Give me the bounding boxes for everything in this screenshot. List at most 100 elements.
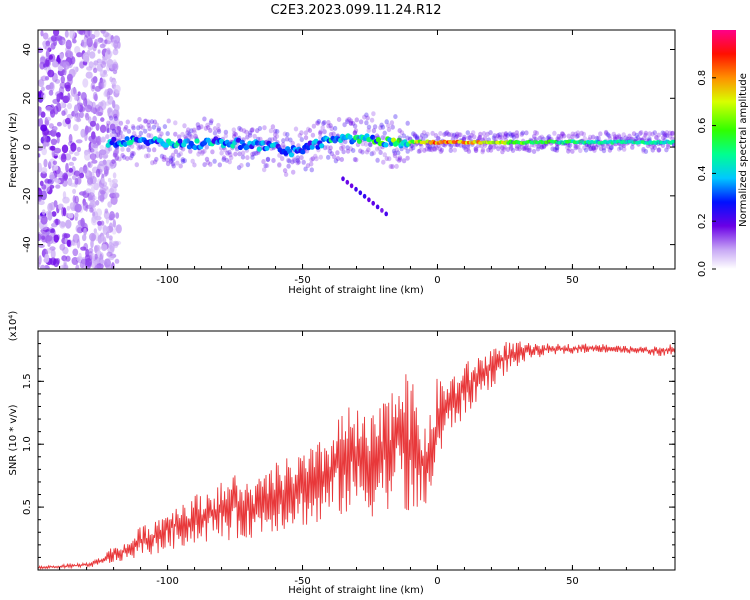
noise-speckle: [83, 228, 87, 236]
ridge-halo: [317, 119, 321, 124]
ridge-halo: [250, 127, 254, 132]
figure: C2E3.2023.099.11.24.R12 -100 -50 0 50-40-20…: [0, 0, 750, 600]
noise-speckle: [41, 226, 47, 231]
ridge-halo: [399, 146, 403, 151]
noise-speckle: [93, 144, 99, 149]
ridge-halo: [396, 150, 400, 155]
ridge-halo: [657, 133, 661, 138]
ridge-halo: [192, 130, 196, 135]
noise-speckle: [91, 160, 97, 164]
ridge-halo: [387, 127, 391, 132]
ridge-halo: [209, 120, 213, 125]
ridge-halo: [598, 131, 602, 136]
ridge-halo: [381, 160, 385, 165]
ridge-halo: [328, 145, 332, 150]
ridge-halo: [524, 130, 528, 135]
ridge-halo: [227, 150, 231, 155]
noise-speckle: [67, 206, 71, 211]
ridge-halo: [154, 157, 158, 162]
spectrogram-ylabel: Frequency (Hz): [8, 112, 19, 188]
snr-xlabel: Height of straight line (km): [288, 585, 424, 596]
colorbar-tick-label: 0.4: [697, 165, 708, 181]
noise-speckle: [96, 169, 101, 178]
ridge-halo: [234, 132, 238, 137]
noise-speckle: [59, 53, 63, 59]
ridge-halo: [152, 147, 156, 152]
noise-speckle: [39, 255, 42, 265]
ridge-halo: [113, 153, 117, 158]
noise-speckle: [96, 38, 101, 44]
noise-speckle: [72, 189, 76, 194]
ridge-halo: [163, 124, 167, 129]
ridge-halo: [172, 164, 176, 169]
noise-speckle: [98, 102, 103, 107]
colorbar-tick-label: 0.6: [697, 118, 708, 134]
noise-speckle: [96, 112, 103, 116]
noise-speckle: [109, 242, 113, 249]
ridge-halo: [481, 148, 485, 153]
ridge-halo: [167, 119, 171, 124]
noise-speckle: [114, 85, 121, 94]
noise-speckle: [109, 77, 112, 83]
noise-speckle: [40, 124, 47, 131]
noise-speckle: [80, 92, 86, 100]
ridge-halo: [341, 145, 345, 150]
ridge-halo: [246, 162, 250, 167]
ridge-halo: [281, 138, 285, 143]
ridge-halo: [366, 147, 370, 152]
noise-speckle: [54, 165, 59, 170]
ridge-halo: [360, 150, 364, 155]
noise-speckle: [102, 185, 108, 191]
ridge-halo: [111, 159, 115, 164]
noise-speckle: [67, 74, 73, 82]
noise-speckle: [49, 174, 55, 179]
noise-speckle: [91, 131, 96, 139]
ridge-halo: [135, 162, 139, 167]
noise-speckle: [41, 76, 47, 82]
noise-speckle: [61, 207, 64, 217]
noise-speckle: [96, 208, 102, 216]
noise-speckle: [47, 203, 53, 212]
ridge-halo: [199, 124, 203, 129]
noise-speckle: [38, 200, 45, 205]
ridge-halo: [208, 128, 212, 133]
streak-point: [371, 201, 375, 206]
noise-speckle: [85, 258, 92, 267]
chart-title: C2E3.2023.099.11.24.R12: [270, 3, 441, 18]
noise-speckle: [64, 257, 67, 266]
ridge-halo: [389, 164, 393, 169]
ridge-halo: [337, 117, 341, 122]
noise-speckle: [70, 202, 75, 209]
x-tick-label: 50: [566, 275, 579, 286]
y-tick-label: -20: [22, 188, 33, 204]
noise-speckle: [68, 178, 73, 186]
colorbar: 0.00.20.40.60.8 Normalized spectral ampl…: [697, 30, 749, 277]
noise-speckle: [75, 204, 82, 213]
noise-speckle: [100, 44, 106, 49]
noise-speckle: [105, 40, 111, 44]
noise-speckle: [115, 259, 120, 264]
ridge-halo: [109, 116, 113, 121]
noise-speckle: [80, 218, 85, 227]
ridge-halo: [515, 133, 519, 138]
ridge-halo: [121, 134, 125, 139]
noise-speckle: [78, 253, 82, 261]
ridge-halo: [114, 116, 118, 121]
ridge-halo: [241, 151, 245, 156]
noise-speckle: [44, 254, 49, 263]
noise-speckle: [112, 241, 119, 247]
ridge-halo: [212, 159, 216, 164]
ridge-halo: [657, 147, 661, 152]
noise-speckle: [36, 106, 42, 115]
ridge-halo: [319, 155, 323, 160]
ridge-halo: [594, 145, 598, 150]
ridge-halo: [126, 120, 130, 125]
noise-speckle: [41, 236, 45, 240]
snr-panel: -100 -50 0 500.51.01.5 Height of straight l…: [8, 311, 675, 596]
snr-ylabel: SNR (10 * v/v): [8, 404, 19, 475]
noise-speckle: [69, 168, 73, 173]
ridge-halo: [271, 124, 275, 129]
noise-speckle: [90, 153, 97, 160]
ridge-halo: [472, 134, 476, 139]
ridge-halo: [368, 142, 372, 147]
